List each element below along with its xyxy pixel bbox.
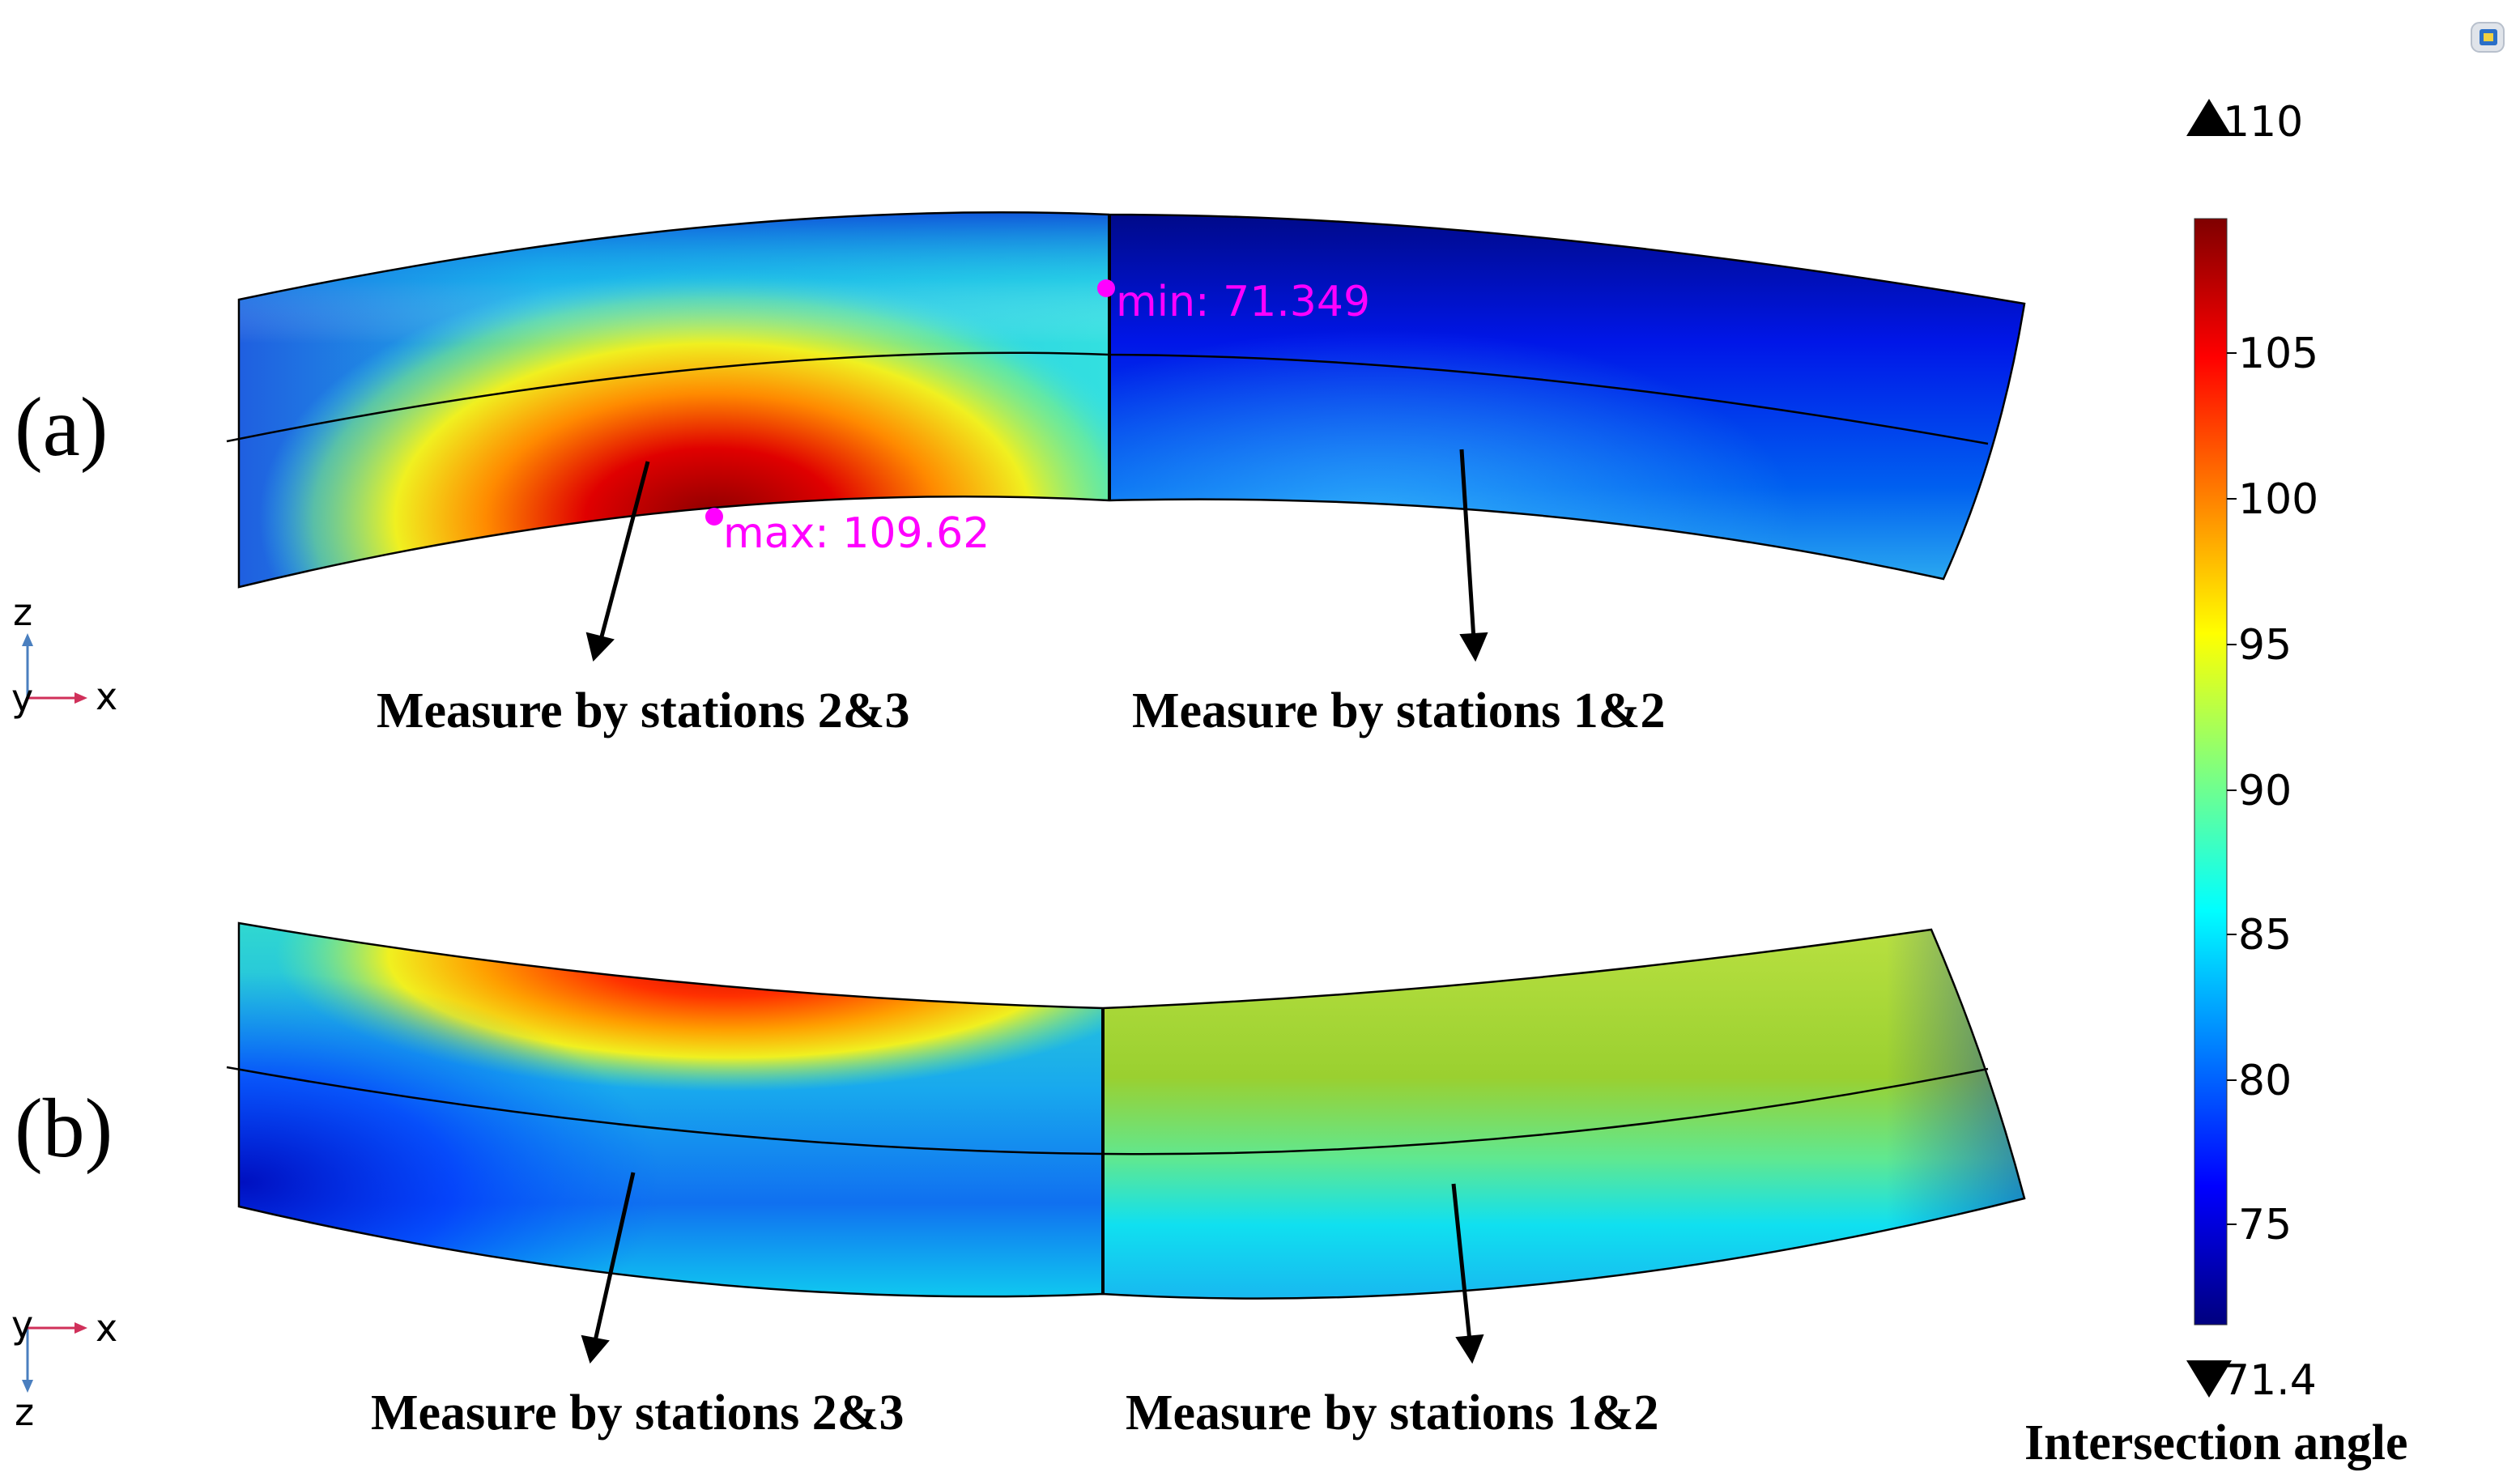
panel-a: min: 71.349 max: 109.62 (a) Measure by s… <box>11 211 2026 738</box>
colorbar-tick-label: 80 <box>2238 1057 2292 1105</box>
panel-a-label: (a) <box>15 381 108 474</box>
panel-a-axis-triad: z y x <box>11 590 117 720</box>
min-marker <box>1097 279 1115 297</box>
panel-b-label: (b) <box>15 1082 113 1175</box>
colorbar-gradient <box>2194 218 2228 1326</box>
colorbar-max-triangle <box>2186 99 2232 136</box>
panel-a-right-arrow <box>1459 449 1488 662</box>
view-icon[interactable] <box>2471 22 2505 53</box>
panel-a-axis-x: x <box>96 675 117 718</box>
panel-a-right-caption: Measure by stations 1&2 <box>1132 683 1665 738</box>
panel-b-outline <box>237 921 2026 1300</box>
panel-b-axis-triad: y x z <box>11 1303 117 1434</box>
colorbar-title: Intersection angle <box>2024 1415 2408 1470</box>
panel-b-right-caption: Measure by stations 1&2 <box>1126 1385 1658 1441</box>
min-annotation: min: 71.349 <box>1116 278 1370 326</box>
colorbar-tick-label: 75 <box>2238 1201 2292 1249</box>
colorbar-tick-label: 85 <box>2238 911 2292 960</box>
colorbar-tick-label: 90 <box>2238 767 2292 815</box>
panel-a-axis-z: z <box>13 590 32 634</box>
max-annotation: max: 109.62 <box>723 509 990 558</box>
colorbar-min-label: 71.4 <box>2223 1356 2317 1405</box>
panel-a-left-arrow <box>585 461 650 662</box>
panel-b-axis-z: z <box>15 1390 34 1434</box>
panel-b-right-arrow <box>1451 1183 1484 1364</box>
max-marker <box>705 508 723 526</box>
panel-a-outline <box>237 211 2026 589</box>
panel-b-left-caption: Measure by stations 2&3 <box>371 1385 904 1441</box>
panel-b-left-arrow <box>581 1172 636 1364</box>
panel-a-left-caption: Measure by stations 2&3 <box>377 683 909 738</box>
colorbar-ticks: 105 100 95 90 85 80 75 <box>2227 330 2318 1249</box>
panel-b: (b) Measure by stations 2&3 Measure by s… <box>11 921 2026 1441</box>
colorbar-tick-label: 95 <box>2238 621 2292 670</box>
panel-a-axis-y: y <box>11 676 33 720</box>
panel-b-axis-x: x <box>96 1306 117 1350</box>
colorbar-max-label: 110 <box>2223 98 2303 147</box>
colorbar-tick-label: 100 <box>2238 475 2318 524</box>
colorbar: 110 71.4 105 100 95 90 85 80 75 Intersec… <box>2024 98 2408 1470</box>
colorbar-min-triangle <box>2186 1360 2232 1398</box>
colorbar-tick-label: 105 <box>2238 330 2318 378</box>
panel-b-axis-y: y <box>11 1303 33 1347</box>
